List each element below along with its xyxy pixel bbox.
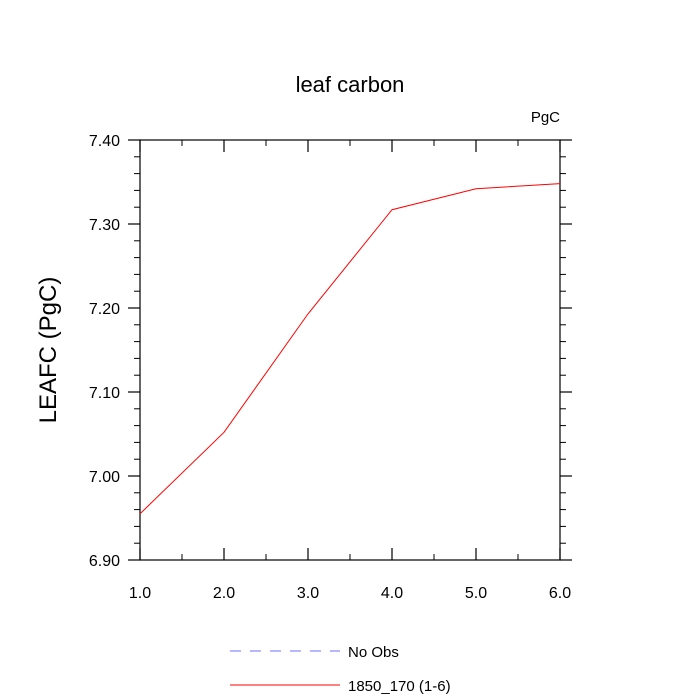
y-tick-labels: 6.90 7.00 7.10 7.20 7.30 7.40 — [89, 133, 120, 570]
series-group — [139, 183, 561, 515]
legend: No Obs 1850_170 (1-6) — [230, 644, 451, 695]
chart-title: leaf carbon — [296, 72, 405, 97]
x-tick-labels: 1.0 2.0 3.0 4.0 5.0 6.0 — [129, 585, 571, 602]
x-tick-label: 5.0 — [465, 585, 487, 602]
x-tick-label: 6.0 — [549, 585, 571, 602]
legend-label-1850-170: 1850_170 (1-6) — [348, 678, 451, 695]
y-tick-label: 7.40 — [89, 133, 120, 150]
units-label: PgC — [531, 109, 560, 126]
x-tick-label: 4.0 — [381, 585, 403, 602]
y-tick-label: 7.00 — [89, 469, 120, 486]
series-line-1850-170 — [139, 183, 561, 515]
y-axis-label: LEAFC (PgC) — [35, 277, 62, 424]
x-tick-label: 3.0 — [297, 585, 319, 602]
axis-ticks — [128, 139, 572, 561]
y-tick-label: 7.20 — [89, 301, 120, 318]
plot-frame — [139, 139, 561, 561]
x-tick-label: 1.0 — [129, 585, 151, 602]
x-tick-label: 2.0 — [213, 585, 235, 602]
y-tick-label: 7.30 — [89, 217, 120, 234]
y-tick-label: 7.10 — [89, 385, 120, 402]
legend-label-no-obs: No Obs — [348, 644, 399, 661]
y-tick-label: 6.90 — [89, 553, 120, 570]
